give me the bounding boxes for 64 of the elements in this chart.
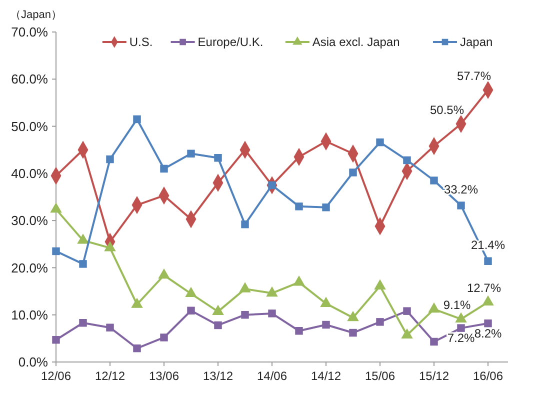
point — [484, 319, 492, 328]
y-tick-label: 0.0% — [18, 354, 48, 370]
point — [79, 260, 87, 268]
x-tick-label: 13/06 — [148, 369, 180, 383]
point — [376, 318, 384, 326]
y-tick-label: 50.0% — [11, 118, 48, 134]
x-tick-label: 16/06 — [472, 369, 504, 383]
data-label: 57.7% — [456, 68, 492, 83]
point — [293, 276, 305, 286]
point — [457, 324, 465, 332]
point — [376, 138, 384, 146]
point — [52, 247, 60, 256]
point — [401, 328, 413, 339]
point — [430, 338, 438, 346]
point — [484, 257, 492, 265]
point — [403, 156, 411, 164]
point — [295, 202, 303, 210]
point — [106, 324, 114, 332]
point — [349, 328, 357, 337]
point — [214, 154, 222, 162]
y-tick-label: 30.0% — [11, 213, 48, 228]
point — [295, 327, 303, 335]
point — [133, 344, 141, 352]
x-tick-label: 14/12 — [310, 369, 342, 383]
y-axis-title: （Japan） — [10, 9, 62, 21]
legend-label: Japan — [460, 35, 493, 50]
legend-label: Europe/U.K. — [198, 35, 264, 50]
y-tick-label: 70.0% — [11, 24, 48, 40]
legend-label: U.S. — [129, 35, 153, 50]
y-tick-label: 60.0% — [11, 72, 48, 87]
point — [160, 164, 168, 173]
y-tick-label: 10.0% — [11, 307, 48, 322]
x-tick-label: 12/12 — [94, 369, 126, 383]
point — [160, 334, 168, 342]
data-label: 7.2% — [447, 331, 475, 346]
point — [349, 168, 357, 176]
y-tick-label: 20.0% — [11, 260, 48, 276]
point — [214, 321, 222, 330]
point — [457, 202, 465, 210]
data-label: 33.2% — [444, 182, 478, 196]
point — [403, 307, 411, 315]
point — [268, 310, 276, 318]
point — [322, 204, 330, 212]
x-tick-label: 12/06 — [40, 369, 72, 383]
point — [241, 220, 249, 228]
x-tick-label: 15/06 — [364, 369, 396, 383]
point — [187, 306, 195, 314]
x-tick-label: 14/06 — [256, 369, 288, 383]
data-label: 8.2% — [474, 326, 502, 340]
point — [241, 310, 249, 319]
x-tick-label: 15/12 — [418, 369, 450, 383]
data-label: 12.7% — [466, 281, 502, 296]
point — [106, 155, 114, 164]
point — [79, 319, 87, 327]
point — [187, 150, 195, 158]
data-label: 50.5% — [430, 102, 464, 117]
point — [133, 115, 141, 124]
point — [430, 176, 438, 184]
y-tick-label: 40.0% — [11, 166, 48, 181]
point — [322, 320, 330, 329]
legend-label: Asia excl. Japan — [312, 35, 400, 50]
point — [52, 336, 60, 344]
data-label: 9.1% — [443, 298, 471, 312]
x-tick-label: 13/12 — [202, 369, 234, 383]
